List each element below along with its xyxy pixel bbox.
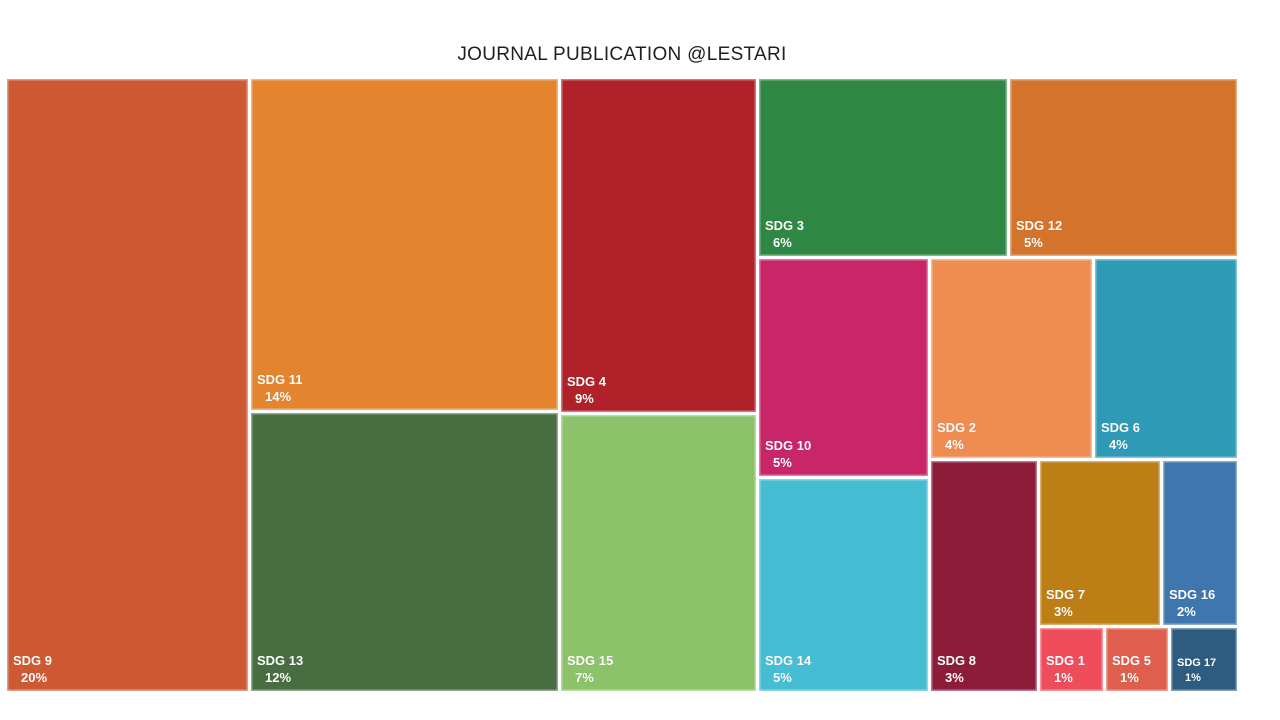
treemap-tile-sdg-7: SDG 7 3% [1040, 461, 1160, 625]
tile-label: SDG 17 1% [1177, 656, 1216, 686]
tile-label: SDG 10 5% [765, 437, 811, 471]
tile-percent-label: 12% [265, 670, 292, 685]
tile-category-label: SDG 14 [765, 653, 812, 668]
tile-category-label: SDG 13 [257, 653, 304, 668]
tile-category-label: SDG 7 [1046, 587, 1086, 602]
treemap-tile-sdg-5: SDG 5 1% [1106, 628, 1168, 691]
tile-label: SDG 1 1% [1046, 652, 1085, 686]
tile-percent-label: 3% [1054, 604, 1073, 619]
tile-category-label: SDG 1 [1046, 653, 1086, 668]
tile-label: SDG 13 12% [257, 652, 303, 686]
tile-label: SDG 8 3% [937, 652, 976, 686]
treemap-tile-sdg-10: SDG 10 5% [759, 259, 928, 476]
tile-percent-label: 5% [773, 670, 792, 685]
tile-percent-label: 6% [773, 235, 792, 250]
tile-percent-label: 9% [575, 391, 594, 406]
treemap-tile-sdg-12: SDG 12 5% [1010, 79, 1237, 256]
tile-category-label: SDG 10 [765, 438, 812, 453]
chart-title: JOURNAL PUBLICATION @LESTARI [457, 44, 787, 65]
tile-category-label: SDG 15 [567, 653, 614, 668]
tile-category-label: SDG 11 [257, 372, 303, 387]
tile-percent-label: 3% [945, 670, 964, 685]
tile-label: SDG 6 4% [1101, 419, 1140, 453]
tile-label: SDG 12 5% [1016, 217, 1062, 251]
treemap-tile-sdg-3: SDG 3 6% [759, 79, 1007, 256]
treemap-tile-sdg-6: SDG 6 4% [1095, 259, 1237, 458]
tile-percent-label: 5% [773, 455, 792, 470]
treemap-tile-sdg-17: SDG 17 1% [1171, 628, 1237, 691]
treemap-tile-sdg-9: SDG 9 20% [7, 79, 248, 691]
tile-label: SDG 7 3% [1046, 586, 1085, 620]
tile-percent-label: 14% [265, 389, 292, 404]
tile-category-label: SDG 6 [1101, 420, 1141, 435]
tile-label: SDG 15 7% [567, 652, 613, 686]
tile-label: SDG 4 9% [567, 373, 606, 407]
tile-percent-label: 1% [1054, 670, 1073, 685]
tile-label: SDG 16 2% [1169, 586, 1215, 620]
tile-percent-label: 1% [1120, 670, 1139, 685]
tile-category-label: SDG 8 [937, 653, 977, 668]
treemap-tile-sdg-4: SDG 4 9% [561, 79, 756, 412]
treemap-tile-sdg-2: SDG 2 4% [931, 259, 1092, 458]
treemap-tile-sdg-13: SDG 13 12% [251, 413, 558, 691]
tile-category-label: SDG 4 [567, 374, 607, 389]
tile-percent-label: 20% [21, 670, 48, 685]
tile-percent-label: 2% [1177, 604, 1196, 619]
tile-label: SDG 11 14% [257, 371, 303, 405]
tile-percent-label: 5% [1024, 235, 1043, 250]
tile-label: SDG 9 20% [13, 652, 52, 686]
tile-label: SDG 3 6% [765, 217, 804, 251]
treemap-tile-sdg-8: SDG 8 3% [931, 461, 1037, 691]
treemap-tile-sdg-11: SDG 11 14% [251, 79, 558, 410]
tile-label: SDG 5 1% [1112, 652, 1151, 686]
tile-label: SDG 2 4% [937, 419, 976, 453]
tile-percent-label: 4% [1109, 437, 1128, 452]
treemap-tile-sdg-14: SDG 14 5% [759, 479, 928, 691]
tile-category-label: SDG 16 [1169, 587, 1216, 602]
tile-label: SDG 14 5% [765, 652, 811, 686]
tile-percent-label: 1% [1185, 672, 1201, 684]
treemap-tile-sdg-15: SDG 15 7% [561, 415, 756, 691]
tile-category-label: SDG 9 [13, 653, 53, 668]
tile-category-label: SDG 2 [937, 420, 977, 435]
tile-category-label: SDG 3 [765, 218, 805, 233]
tile-category-label: SDG 17 [1177, 657, 1217, 669]
tile-percent-label: 4% [945, 437, 964, 452]
tile-category-label: SDG 12 [1016, 218, 1063, 233]
treemap-tile-sdg-1: SDG 1 1% [1040, 628, 1103, 691]
treemap-tile-sdg-16: SDG 16 2% [1163, 461, 1237, 625]
tile-percent-label: 7% [575, 670, 594, 685]
tile-category-label: SDG 5 [1112, 653, 1152, 668]
